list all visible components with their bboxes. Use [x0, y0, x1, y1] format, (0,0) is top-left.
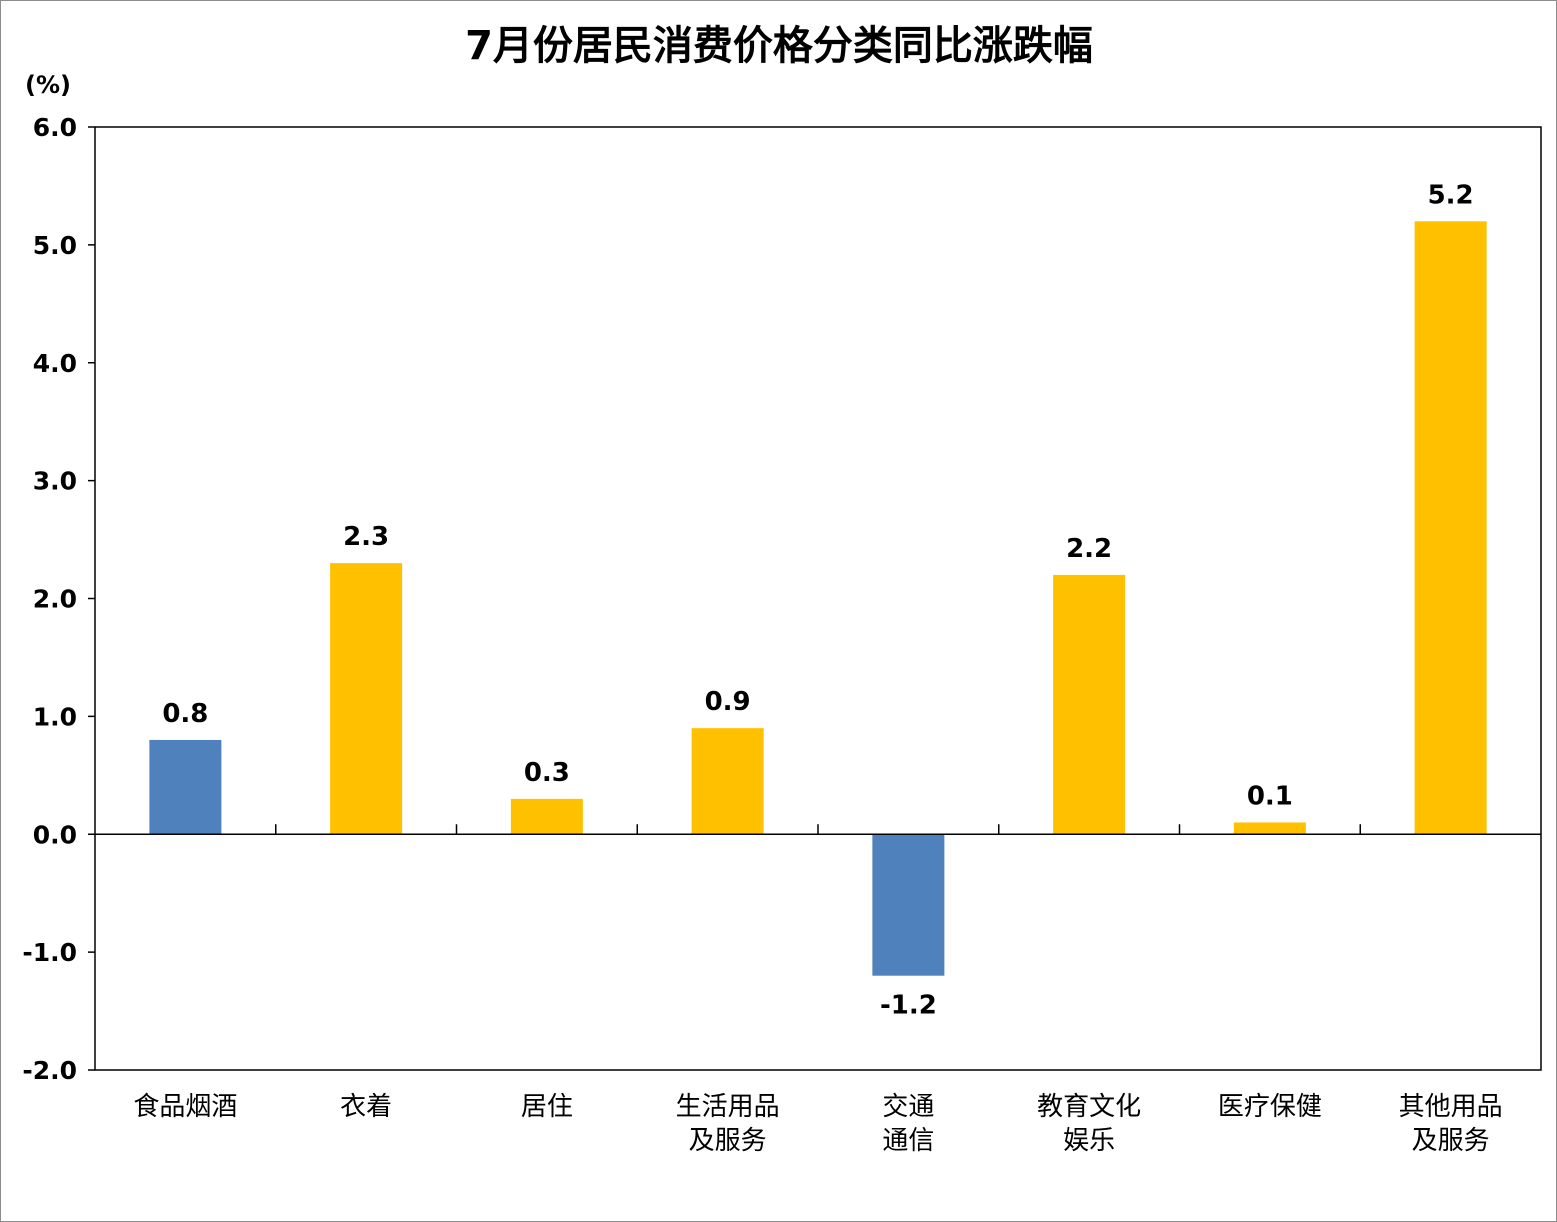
- y-tick-label: 3.0: [33, 467, 77, 496]
- category-label: 通信: [882, 1126, 934, 1156]
- category-label: 娱乐: [1063, 1126, 1115, 1156]
- plot-area: [94, 126, 1542, 1071]
- y-tick-label: 6.0: [33, 113, 77, 142]
- bar: [1414, 221, 1487, 835]
- bars-group: [149, 221, 1487, 976]
- y-tick-label: -1.0: [22, 938, 77, 967]
- category-label: 交通: [882, 1092, 934, 1122]
- bar: [510, 798, 583, 835]
- data-label: 0.3: [524, 758, 570, 788]
- bar: [149, 739, 222, 835]
- y-unit-label: (%): [25, 71, 71, 99]
- data-label: -1.2: [880, 991, 937, 1021]
- bar: [330, 563, 403, 835]
- y-tick-label: 5.0: [33, 231, 77, 260]
- category-label: 生活用品: [676, 1092, 780, 1122]
- category-label: 及服务: [689, 1126, 767, 1156]
- category-label: 其他用品: [1399, 1092, 1503, 1122]
- bar: [872, 834, 945, 976]
- category-label: 医疗保健: [1218, 1092, 1322, 1122]
- bar: [1053, 574, 1126, 835]
- y-tick-label: 2.0: [33, 585, 77, 614]
- data-label: 5.2: [1428, 180, 1474, 210]
- y-tick-label: 0.0: [33, 820, 77, 849]
- bar: [691, 728, 764, 835]
- data-label: 2.2: [1066, 534, 1112, 564]
- data-label: 0.8: [162, 699, 208, 729]
- y-axis: 6.0 5.0 4.0 3.0 2.0 1.0 0.0 -1.0 -2.0: [22, 113, 95, 1085]
- data-label: 0.1: [1247, 781, 1293, 811]
- data-label: 2.3: [343, 522, 389, 552]
- category-label: 食品烟酒: [133, 1092, 237, 1122]
- bar: [1233, 822, 1306, 835]
- y-tick-label: 1.0: [33, 702, 77, 731]
- category-label: 居住: [521, 1092, 573, 1122]
- y-tick-label: 4.0: [33, 349, 77, 378]
- chart-title: 7月份居民消费价格分类同比涨跌幅: [465, 23, 1093, 69]
- category-label: 教育文化: [1037, 1092, 1141, 1122]
- data-label: 0.9: [705, 687, 751, 717]
- data-labels-group: 0.8 2.3 0.3 0.9 -1.2 2.2 0.1 5.2: [162, 180, 1473, 1020]
- x-axis: [95, 824, 1541, 835]
- category-label: 及服务: [1412, 1126, 1490, 1156]
- category-label: 衣着: [340, 1092, 392, 1122]
- y-tick-label: -2.0: [22, 1056, 77, 1085]
